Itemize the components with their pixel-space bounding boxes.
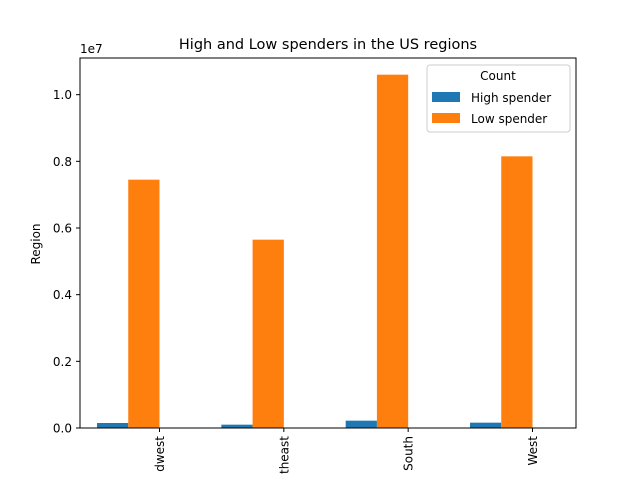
bar-high-spender-midwest	[97, 423, 129, 428]
chart-title: High and Low spenders in the US regions	[179, 37, 477, 53]
legend-label-low: Low spender	[471, 112, 547, 126]
plot-frame	[79, 57, 577, 429]
y-axis-multiplier: 1e7	[80, 42, 103, 56]
y-tick-label: 0.4	[53, 288, 72, 302]
x-tick-label-midwest: dwest	[153, 436, 167, 472]
y-tick-label: 0.8	[53, 155, 72, 169]
legend: Count High spender Low spender	[426, 64, 571, 133]
legend-swatch-low	[432, 113, 460, 123]
bar-high-spender-south	[345, 420, 377, 428]
bar-low-spender-south	[376, 74, 409, 429]
x-tick-label-northeast: theast	[277, 436, 291, 474]
bar-high-spender-west	[470, 422, 502, 428]
bars-layer	[97, 74, 533, 429]
y-tick-label: 0.0	[53, 422, 72, 436]
legend-label-high: High spender	[471, 91, 551, 105]
x-ticks-layer: dwest theast South West	[153, 428, 540, 474]
legend-title: Count	[480, 69, 516, 83]
y-axis-label: Region	[29, 223, 43, 264]
bar-high-spender-northeast	[221, 424, 253, 428]
legend-swatch-high	[432, 92, 460, 102]
y-tick-label: 1.0	[53, 88, 72, 102]
x-tick-label-south: South	[402, 436, 416, 471]
legend-box	[426, 64, 571, 133]
bar-low-spender-west	[501, 156, 533, 428]
bar-low-spender-midwest	[128, 179, 160, 428]
y-ticks-layer: 0.0 0.2 0.4 0.6 0.8 1.0	[53, 88, 80, 436]
y-tick-label: 0.2	[53, 355, 72, 369]
y-tick-label: 0.6	[53, 222, 72, 236]
x-tick-label-west: West	[526, 436, 540, 466]
bar-low-spender-northeast	[252, 239, 284, 428]
